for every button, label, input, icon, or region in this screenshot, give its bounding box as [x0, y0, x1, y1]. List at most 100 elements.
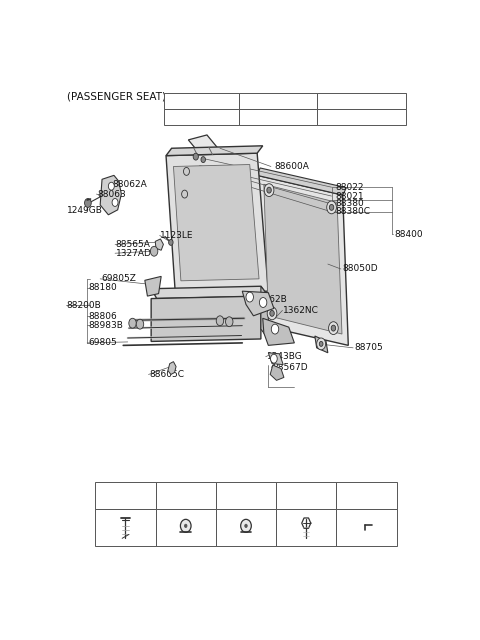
- Text: 88705: 88705: [354, 343, 383, 353]
- Bar: [317, 109, 406, 125]
- Polygon shape: [261, 286, 268, 339]
- Text: 88063: 88063: [97, 189, 126, 198]
- Text: 88806: 88806: [88, 312, 117, 321]
- Circle shape: [193, 153, 198, 160]
- Text: 88022: 88022: [335, 182, 364, 192]
- Circle shape: [245, 524, 247, 527]
- Text: 1249GB: 1249GB: [67, 206, 103, 215]
- Circle shape: [112, 198, 118, 207]
- Polygon shape: [263, 318, 294, 346]
- Text: CUSHION ASSY: CUSHION ASSY: [325, 112, 398, 122]
- Polygon shape: [242, 291, 274, 316]
- Text: (PASSENGER SEAT): (PASSENGER SEAT): [67, 92, 166, 102]
- Bar: [164, 93, 239, 109]
- Circle shape: [331, 325, 336, 331]
- Polygon shape: [173, 164, 259, 281]
- Text: SENSOR TYPE: SENSOR TYPE: [244, 96, 311, 106]
- Text: 88062A: 88062A: [112, 180, 147, 189]
- Bar: [336, 482, 396, 509]
- Circle shape: [259, 298, 267, 307]
- Polygon shape: [315, 336, 328, 353]
- Text: 69805Z: 69805Z: [101, 275, 136, 284]
- Polygon shape: [155, 239, 163, 250]
- Bar: [216, 482, 276, 509]
- Circle shape: [264, 184, 274, 196]
- Text: 88180: 88180: [88, 284, 117, 292]
- Text: 88380C: 88380C: [335, 207, 370, 216]
- Bar: [96, 482, 156, 509]
- Text: ASSY: ASSY: [349, 96, 374, 106]
- Bar: [239, 109, 317, 125]
- Polygon shape: [188, 135, 220, 156]
- Circle shape: [267, 187, 271, 193]
- Circle shape: [84, 198, 91, 207]
- Circle shape: [184, 524, 187, 527]
- Bar: [156, 509, 216, 546]
- Text: 88380: 88380: [335, 200, 364, 209]
- Text: 88565A: 88565A: [116, 240, 151, 249]
- Circle shape: [183, 168, 190, 175]
- Bar: [276, 509, 336, 546]
- Ellipse shape: [180, 519, 191, 532]
- Polygon shape: [168, 362, 176, 374]
- Circle shape: [201, 157, 205, 163]
- Text: OCS: OCS: [267, 112, 288, 122]
- Bar: [317, 93, 406, 109]
- Text: 88050D: 88050D: [343, 264, 378, 273]
- Circle shape: [129, 318, 136, 328]
- Circle shape: [226, 317, 233, 326]
- Circle shape: [267, 307, 277, 320]
- Text: 1243BG: 1243BG: [266, 352, 302, 361]
- Polygon shape: [270, 365, 284, 380]
- Circle shape: [329, 322, 338, 335]
- Text: 88567D: 88567D: [272, 363, 308, 372]
- Text: 88400: 88400: [395, 230, 423, 239]
- Circle shape: [150, 246, 158, 256]
- Polygon shape: [166, 146, 263, 156]
- Bar: [216, 509, 276, 546]
- Text: 88600A: 88600A: [274, 162, 309, 171]
- Text: 88200B: 88200B: [67, 301, 101, 310]
- Polygon shape: [264, 184, 342, 334]
- Circle shape: [319, 341, 323, 346]
- Circle shape: [317, 338, 325, 350]
- Text: 88021: 88021: [335, 191, 364, 200]
- Bar: [276, 482, 336, 509]
- Bar: [336, 509, 396, 546]
- Bar: [239, 93, 317, 109]
- Text: 88605C: 88605C: [149, 370, 184, 379]
- Text: 1327AD: 1327AD: [116, 249, 152, 258]
- Text: 88062B: 88062B: [252, 295, 288, 304]
- Polygon shape: [268, 353, 283, 365]
- Bar: [164, 109, 239, 125]
- Circle shape: [327, 201, 336, 214]
- Text: 88983B: 88983B: [88, 321, 123, 330]
- Ellipse shape: [240, 519, 252, 532]
- Text: 1362NC: 1362NC: [283, 306, 319, 315]
- Polygon shape: [145, 276, 161, 296]
- Bar: [156, 482, 216, 509]
- Circle shape: [168, 239, 173, 245]
- Text: 00824: 00824: [351, 490, 382, 500]
- Text: 1339CC: 1339CC: [227, 490, 265, 500]
- Circle shape: [108, 182, 114, 190]
- Text: 69805: 69805: [88, 339, 117, 348]
- Circle shape: [271, 355, 277, 363]
- Polygon shape: [166, 153, 268, 294]
- Text: 20061109~: 20061109~: [173, 112, 230, 122]
- Circle shape: [329, 204, 334, 211]
- Bar: [96, 509, 156, 546]
- Text: 1125DG: 1125DG: [287, 490, 326, 500]
- Circle shape: [136, 319, 144, 329]
- Text: 1123LE: 1123LE: [160, 231, 194, 240]
- Circle shape: [270, 310, 274, 316]
- Polygon shape: [257, 168, 347, 195]
- Polygon shape: [100, 175, 121, 215]
- Polygon shape: [151, 286, 268, 298]
- Circle shape: [246, 292, 253, 302]
- Text: 1339BC: 1339BC: [167, 490, 204, 500]
- Circle shape: [181, 190, 188, 198]
- Polygon shape: [257, 175, 348, 346]
- Text: 1249GA: 1249GA: [106, 490, 145, 500]
- Circle shape: [271, 324, 279, 334]
